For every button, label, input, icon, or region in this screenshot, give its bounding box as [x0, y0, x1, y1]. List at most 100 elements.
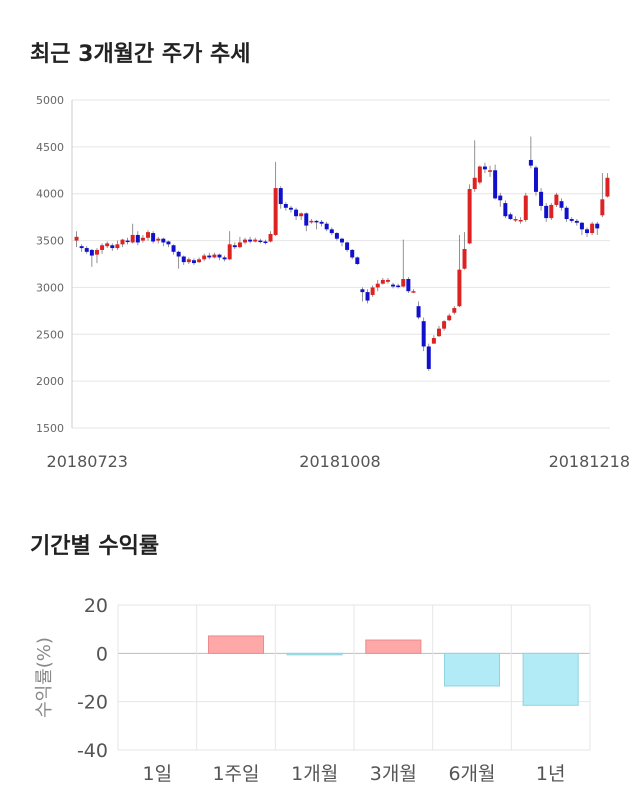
candle-body	[222, 257, 227, 260]
candle-body	[130, 234, 135, 243]
y-tick-label: -40	[77, 740, 108, 762]
candle-body	[488, 170, 493, 172]
candle-body	[94, 249, 99, 255]
candle-body	[294, 209, 299, 217]
candle-body	[110, 245, 115, 249]
candle-body	[166, 241, 171, 245]
candle-body	[493, 170, 498, 199]
candle-body	[79, 246, 84, 249]
candlestick-chart: 5000 4500 4000 3500 3000 2500 2000 1500 20180723…	[36, 94, 630, 471]
candle-body	[528, 159, 533, 166]
candle-body	[385, 279, 390, 282]
candle-body	[350, 249, 355, 258]
candle-body	[380, 279, 385, 284]
candle-body	[304, 213, 309, 226]
candle-body	[585, 229, 590, 234]
candle-body	[176, 251, 181, 257]
candle-body	[207, 255, 212, 258]
candle-body	[498, 195, 503, 201]
x-category-label: 1개월	[291, 763, 338, 785]
candle-body	[288, 207, 293, 210]
candle-body	[197, 259, 202, 263]
candle-body	[544, 205, 549, 219]
y-tick-label: -20	[77, 692, 108, 714]
candle-body	[452, 308, 457, 313]
candle-body	[273, 188, 278, 235]
candle-body	[115, 244, 120, 249]
x-category-label: 1주일	[212, 763, 259, 785]
candle-body	[120, 239, 125, 245]
candle-body	[518, 219, 523, 222]
candle-body	[549, 204, 554, 219]
candle-body	[600, 199, 605, 216]
candle-body	[595, 223, 600, 229]
candle-body	[89, 249, 94, 256]
x-category-label: 3개월	[370, 763, 417, 785]
candle-body	[253, 239, 258, 242]
return-bar	[207, 635, 265, 654]
candle-body	[370, 287, 375, 295]
x-tick-label: 20181008	[299, 452, 380, 471]
y-tick-label: 0	[96, 643, 108, 665]
candle-body	[401, 278, 406, 287]
candle-body	[523, 195, 528, 220]
candle-body	[202, 255, 207, 260]
candle-body	[146, 232, 151, 238]
y-tick-label: 2000	[36, 375, 64, 388]
candle-body	[181, 256, 186, 263]
candle-body	[411, 291, 416, 293]
candle-body	[329, 229, 334, 234]
candle-body	[477, 166, 482, 183]
candle-body	[263, 241, 268, 244]
candle-body	[426, 346, 431, 369]
candle-body	[334, 233, 339, 239]
candle-body	[84, 248, 89, 252]
y-tick-label: 1500	[36, 422, 64, 435]
candle-body	[156, 238, 161, 241]
y-tick-label: 20	[84, 595, 108, 617]
candle-body	[365, 292, 370, 301]
candle-body	[462, 249, 467, 269]
candle-body	[436, 328, 441, 337]
candle-body	[396, 285, 401, 288]
candle-body	[74, 236, 79, 241]
candle-body	[375, 283, 380, 288]
candle-body	[605, 177, 610, 197]
candle-body	[533, 167, 538, 192]
y-axis-label: 수익률(%)	[34, 637, 55, 718]
price-trend-title: 최근 3개월간 주가 추세	[30, 42, 251, 67]
candle-body	[161, 238, 166, 243]
y-tick-label: 3500	[36, 235, 64, 248]
candle-body	[248, 239, 253, 242]
candle-body	[299, 213, 304, 217]
candle-body	[482, 166, 487, 170]
y-tick-label: 5000	[36, 94, 64, 107]
candle-body	[212, 254, 217, 258]
candle-body	[319, 221, 324, 224]
candle-body	[278, 188, 283, 205]
candle-body	[406, 278, 411, 292]
candle-body	[191, 260, 196, 264]
x-tick-label: 20180723	[47, 452, 128, 471]
candle-body	[237, 242, 242, 248]
candle-body	[227, 244, 232, 260]
candle-body	[503, 203, 508, 217]
candle-body	[232, 245, 237, 248]
candle-body	[217, 254, 222, 258]
candle-body	[105, 243, 110, 247]
candle-body	[467, 189, 472, 244]
candle-body	[416, 306, 421, 318]
candle-body	[569, 219, 574, 221]
candle-body	[554, 194, 559, 205]
candle-body	[324, 223, 329, 230]
y-tick-label: 2500	[36, 328, 64, 341]
candle-body	[442, 321, 447, 329]
candle-body	[135, 234, 140, 243]
candle-body	[360, 289, 365, 293]
candle-body	[431, 338, 436, 344]
return-bar	[286, 652, 343, 656]
candle-body	[345, 242, 350, 250]
return-bar	[522, 652, 579, 706]
candle-body	[564, 207, 569, 220]
